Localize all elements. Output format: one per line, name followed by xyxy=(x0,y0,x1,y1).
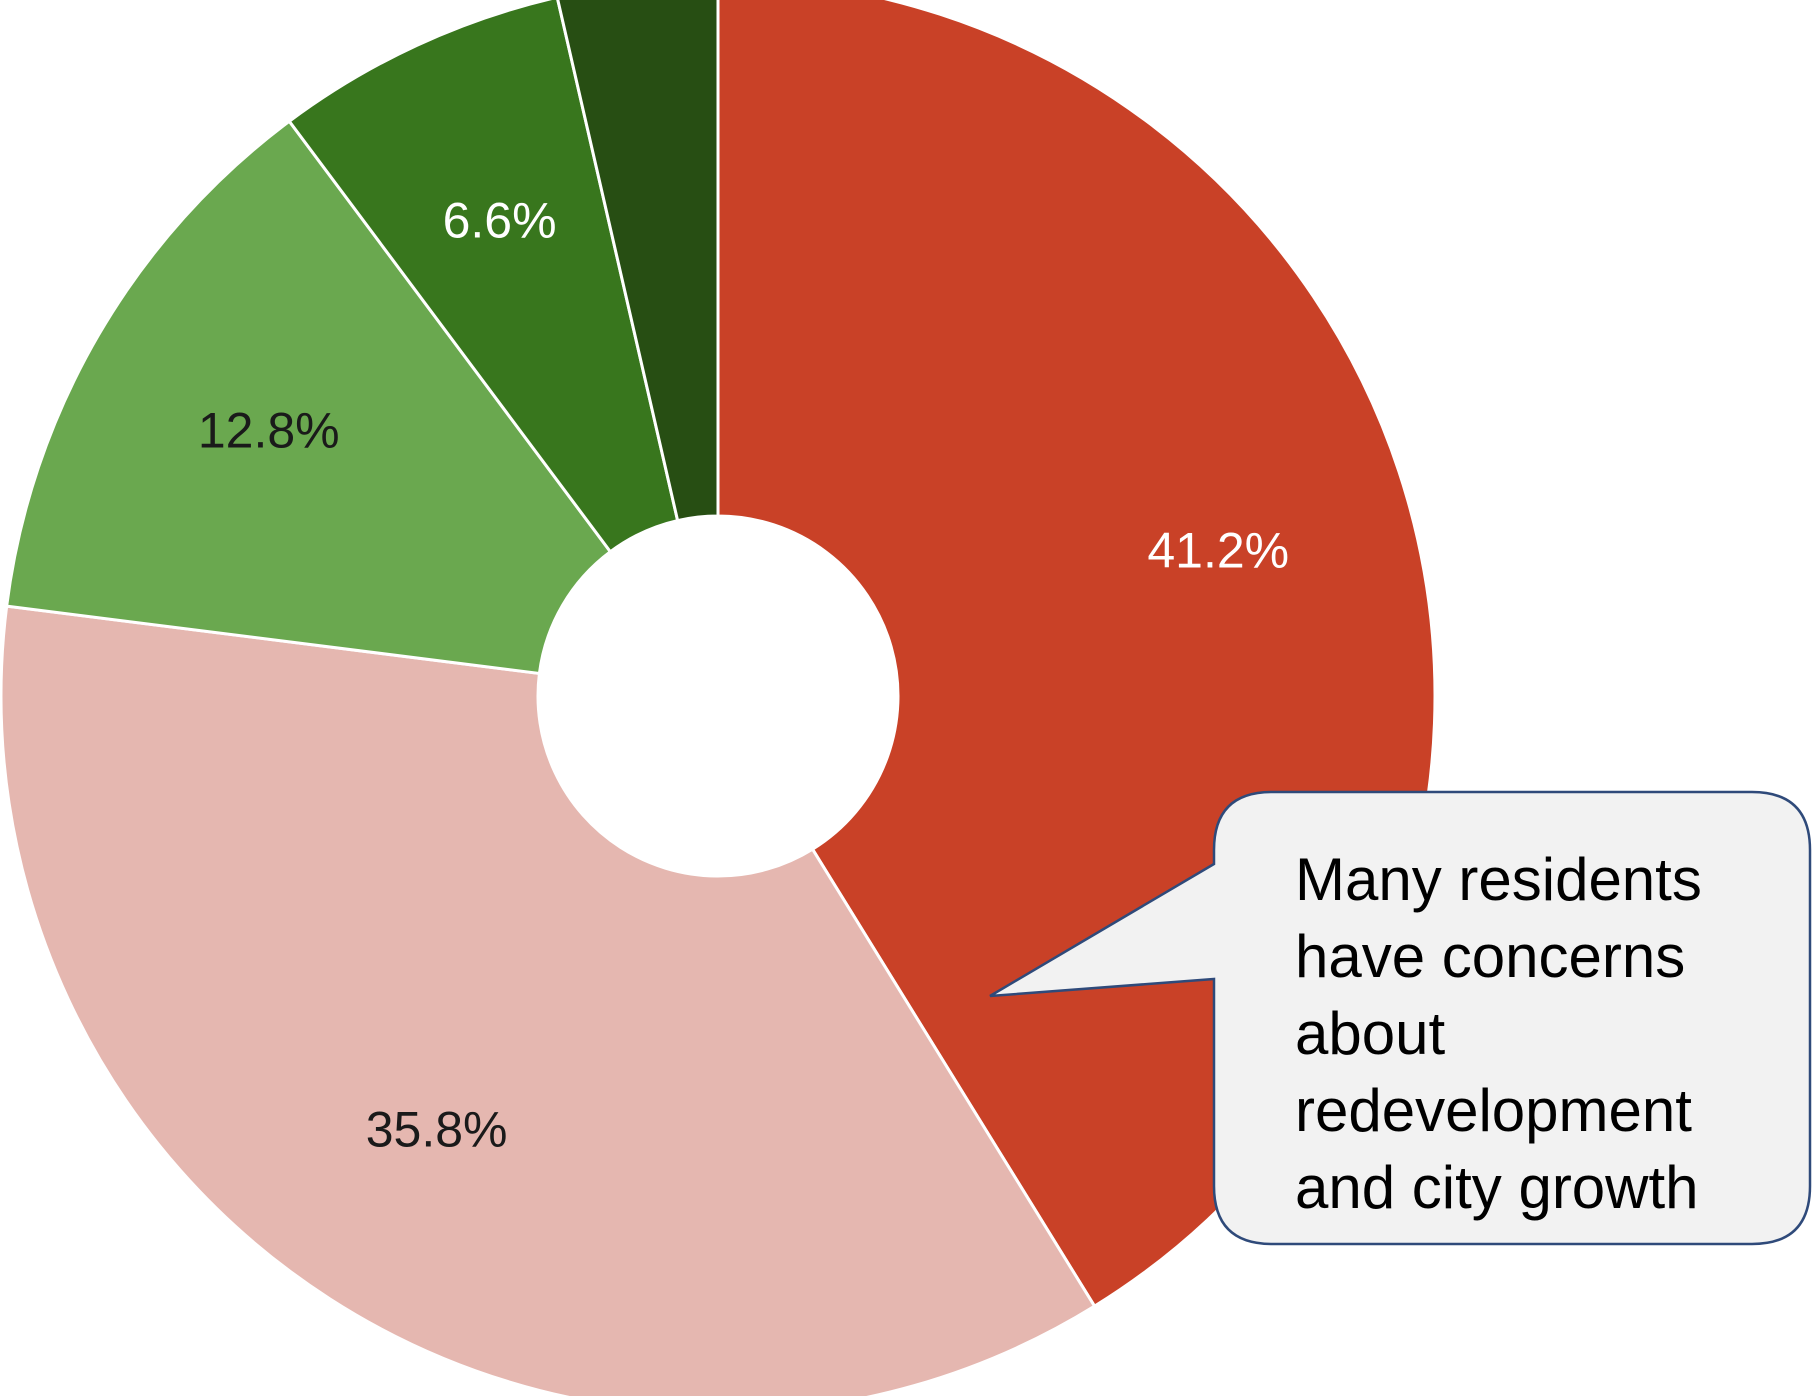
slice-label: 6.6% xyxy=(443,192,557,248)
callout: Many residents have concerns about redev… xyxy=(989,790,1812,1246)
pie-slice xyxy=(287,0,680,554)
pie-slices xyxy=(0,0,1437,1396)
slice-labels: 41.2% 35.8% 12.8% 6.6% xyxy=(198,192,1289,1157)
callout-text: Many residents have concerns about redev… xyxy=(1295,846,1719,1221)
callout-bubble xyxy=(989,790,1812,1246)
callout-line: have concerns xyxy=(1295,923,1685,990)
pie-slice xyxy=(0,604,1097,1396)
callout-line: and city growth xyxy=(1295,1154,1699,1221)
callout-line: about xyxy=(1295,1000,1445,1067)
callout-line: Many residents xyxy=(1295,846,1702,913)
callout-line: redevelopment xyxy=(1295,1077,1692,1144)
slice-label: 41.2% xyxy=(1147,522,1289,578)
slice-label: 35.8% xyxy=(366,1101,508,1157)
slice-label: 12.8% xyxy=(198,402,340,458)
pie-slice xyxy=(556,0,720,523)
pie-slice xyxy=(4,119,613,676)
